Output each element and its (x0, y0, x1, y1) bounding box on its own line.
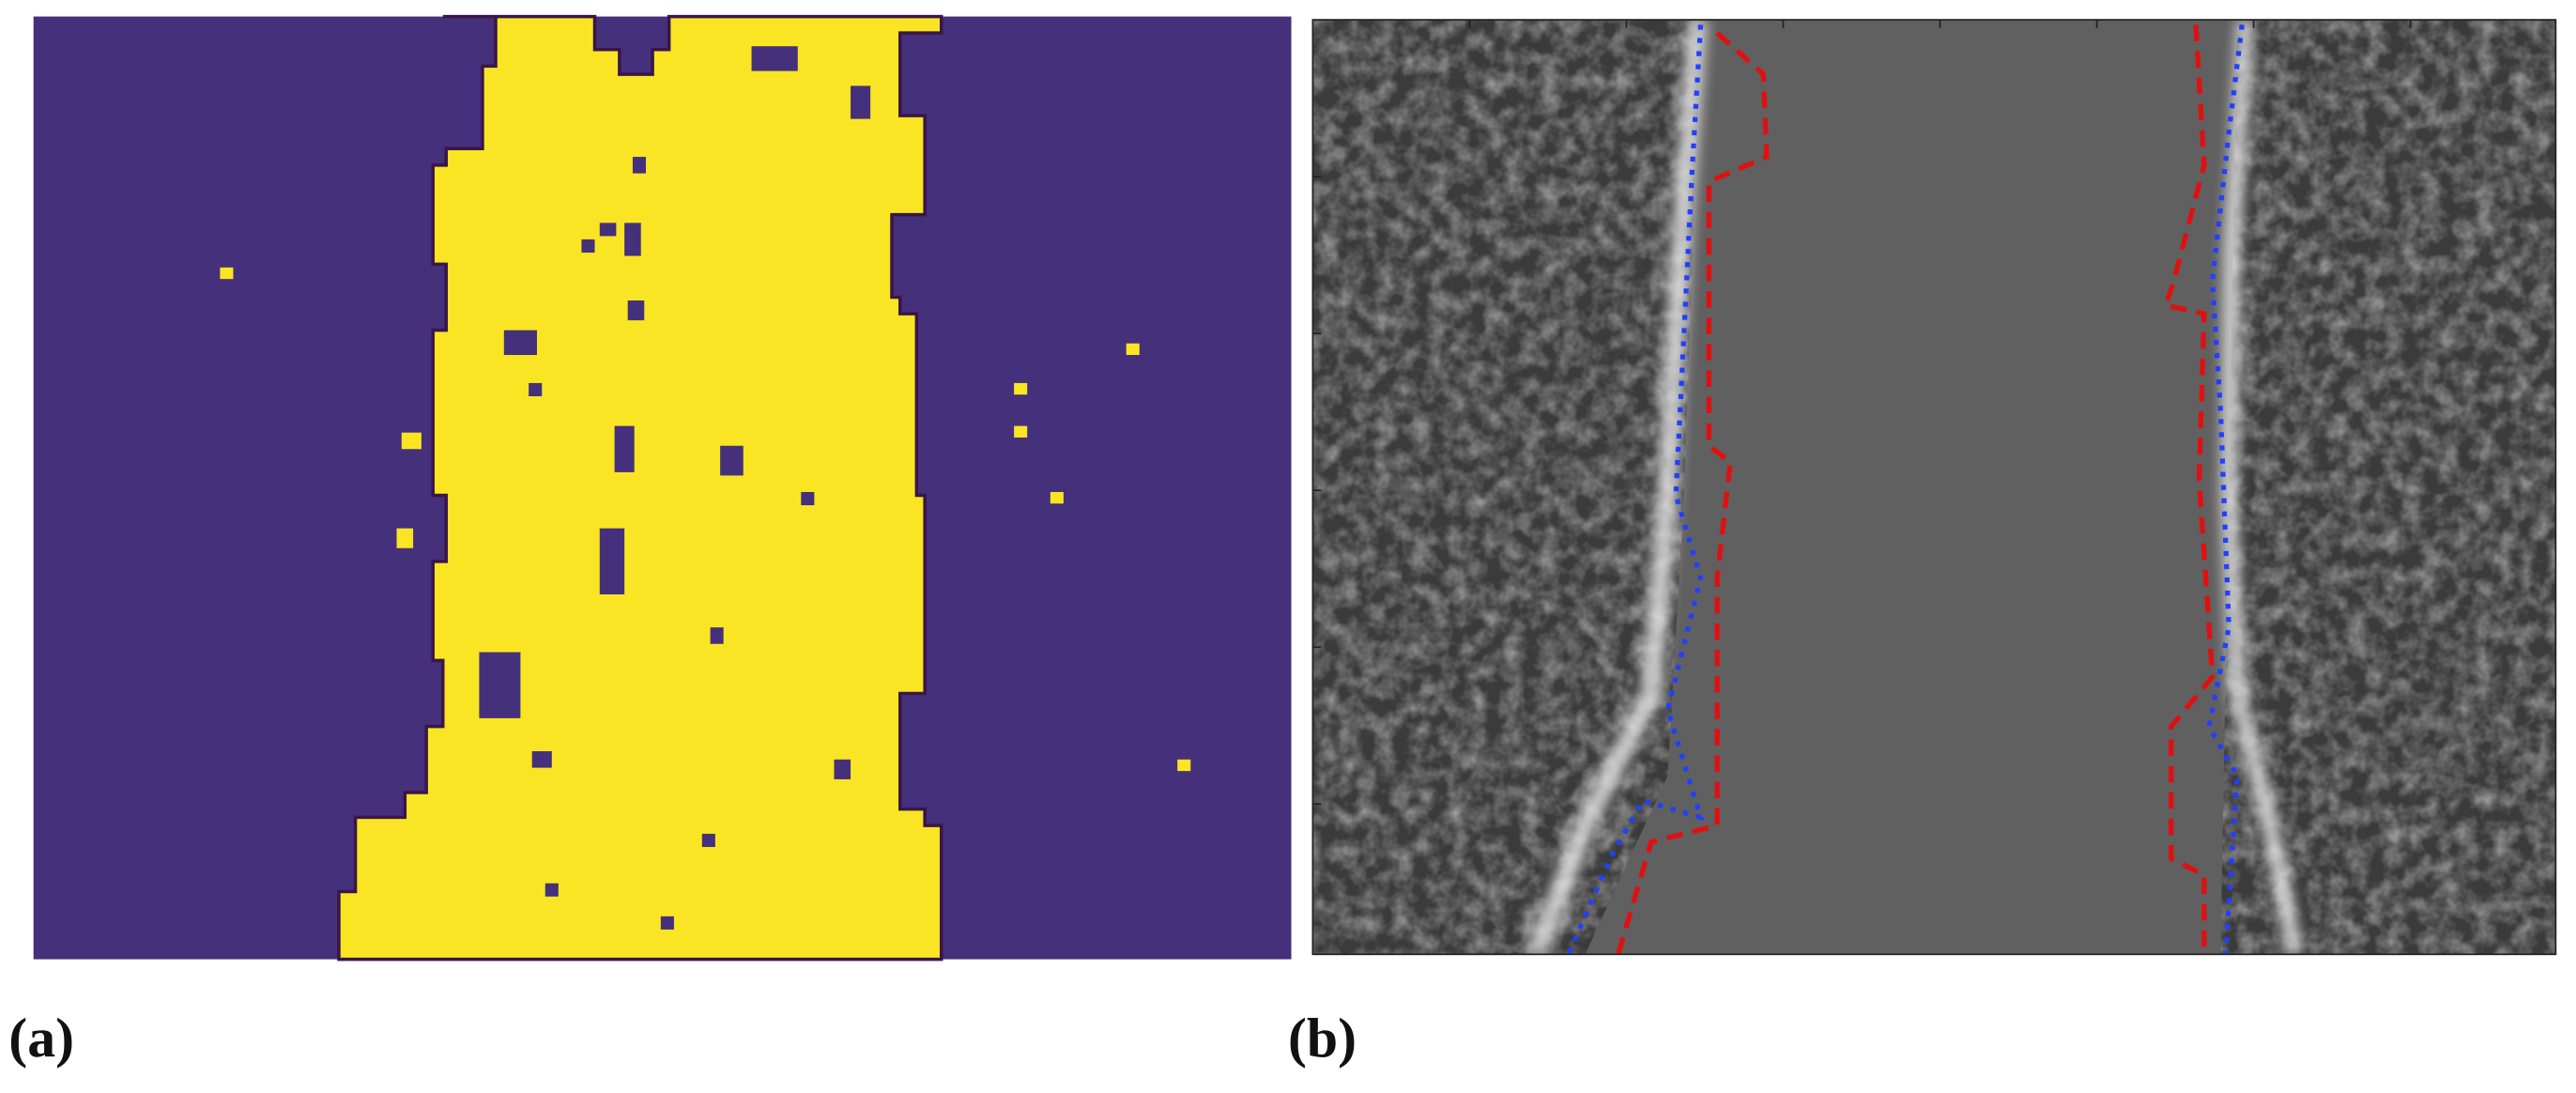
panel-b (1312, 20, 2556, 955)
panel-a (33, 14, 1292, 962)
mask-holes (479, 46, 871, 930)
panel-b-frame (1311, 19, 2557, 956)
wound-gap (1585, 20, 2238, 955)
panel-label: (a) (8, 1007, 74, 1069)
mask-region (337, 14, 943, 962)
bright-edges (1526, 20, 2304, 955)
mask-specks (220, 267, 1191, 859)
panel-b-ticks (1312, 20, 2412, 806)
boundary-blue-right (2206, 24, 2245, 955)
boundary-red-left (1616, 31, 1770, 955)
panel-label: (b) (1288, 1007, 1357, 1069)
boundary-red-right (2163, 24, 2216, 955)
boundary-blue-left (1566, 24, 1705, 955)
